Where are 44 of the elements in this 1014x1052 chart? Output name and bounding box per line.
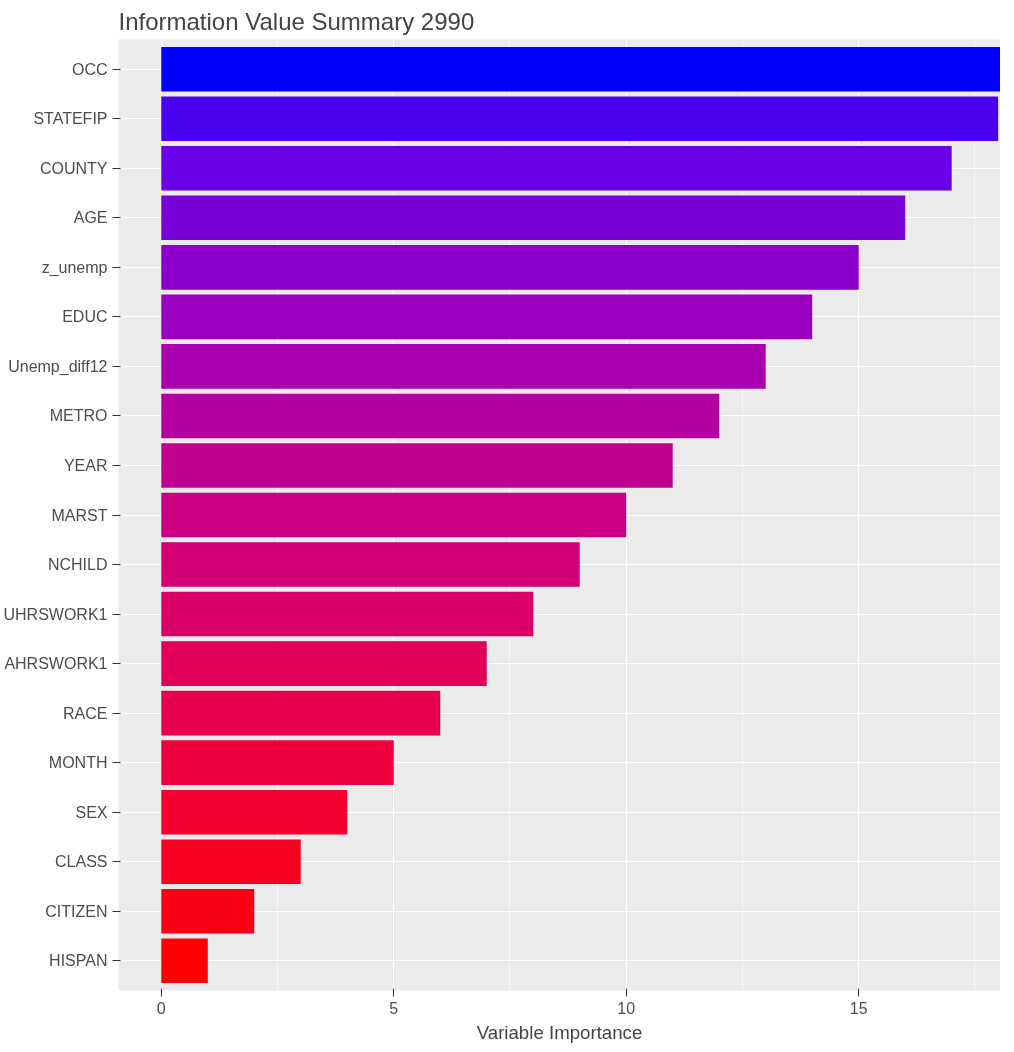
bar [161, 46, 1000, 92]
x-axis-title: Variable Importance [476, 1021, 643, 1043]
y-tick-label: AHRSWORK1 [4, 655, 108, 673]
y-tick-label: NCHILD [47, 556, 108, 574]
bar [161, 789, 348, 835]
y-tick-label: MARST [51, 506, 108, 524]
bar [161, 344, 766, 389]
bar [161, 839, 301, 885]
bar [161, 145, 952, 191]
y-tick-label: SEX [75, 803, 108, 821]
y-tick-label: YEAR [63, 456, 108, 474]
bar [161, 542, 580, 587]
y-tick-label: MONTH [48, 754, 108, 772]
y-tick-label: OCC [71, 60, 108, 78]
bar [161, 740, 394, 785]
bar [161, 690, 441, 736]
bar [161, 393, 720, 439]
y-tick-label: RACE [63, 704, 108, 722]
y-tick-label: CLASS [55, 853, 108, 871]
bar [161, 641, 487, 686]
x-tick-label: 5 [389, 999, 399, 1017]
bar [161, 245, 859, 290]
y-tick-label: z_unemp [41, 258, 108, 277]
y-tick-label: AGE [73, 209, 108, 227]
y-tick-label: CITIZEN [45, 902, 108, 920]
chart-title: Information Value Summary 2990 [118, 7, 475, 35]
y-tick-label: METRO [49, 407, 108, 425]
x-tick-label: 15 [849, 999, 868, 1017]
bar [161, 591, 534, 637]
bar [161, 492, 627, 538]
x-tick-label: 10 [617, 999, 636, 1017]
bar [161, 294, 813, 340]
y-tick-label: HISPAN [49, 952, 108, 970]
bar [161, 96, 999, 142]
y-tick-label: STATEFIP [33, 110, 108, 128]
bar [161, 888, 255, 934]
bar [161, 443, 673, 488]
x-tick-label: 0 [156, 999, 166, 1017]
y-tick-label: COUNTY [39, 159, 108, 177]
y-tick-label: EDUC [62, 308, 108, 326]
bar [161, 938, 208, 984]
bar [161, 195, 906, 241]
y-tick-label: Unemp_diff12 [8, 357, 108, 376]
y-tick-label: UHRSWORK1 [3, 605, 108, 623]
